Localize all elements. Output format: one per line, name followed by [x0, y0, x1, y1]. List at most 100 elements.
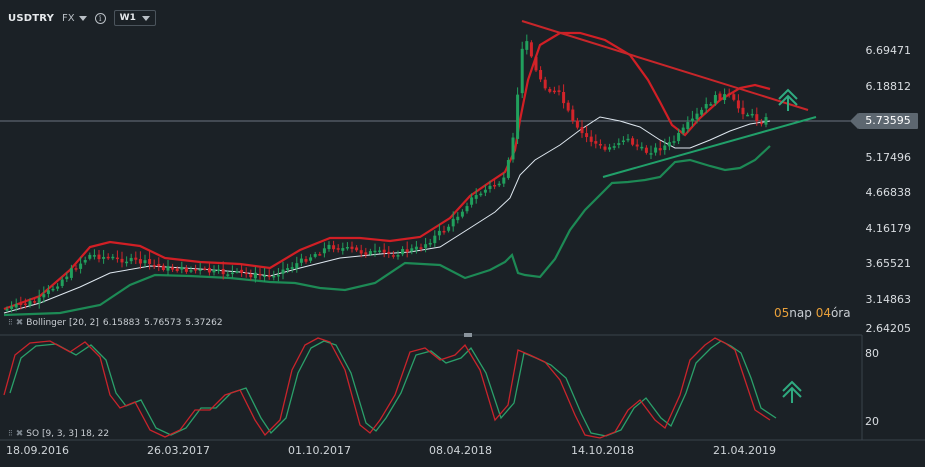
candle-body: [598, 144, 602, 146]
candle-body: [575, 120, 579, 128]
candle-body: [585, 133, 589, 138]
candle-body: [74, 268, 78, 270]
candle-body: [138, 259, 142, 264]
grid: [0, 120, 925, 441]
candle-body: [152, 265, 156, 267]
candle-body: [723, 94, 727, 101]
candle-body: [456, 216, 460, 221]
candle-body: [686, 122, 690, 130]
candle-body: [83, 259, 87, 263]
candle-body: [69, 268, 73, 278]
stochastic-d-line: [9, 340, 777, 437]
price-axis-label: 4.16179: [865, 222, 912, 235]
candle-body: [106, 256, 110, 259]
candle-body: [166, 266, 170, 271]
bollinger-legend: ⁝⁝ ✖ Bollinger [20, 2] 6.15883 5.76573 5…: [8, 318, 223, 328]
candle-body: [571, 109, 575, 122]
candle-body: [60, 279, 64, 286]
drag-handle-icon[interactable]: ⁝⁝: [8, 429, 13, 439]
candle-body: [534, 56, 538, 71]
price-axis-label: 2.64205: [865, 322, 912, 335]
candle-body: [695, 113, 699, 120]
candle-body: [184, 267, 188, 272]
candle-body: [129, 257, 133, 262]
candle-body: [313, 254, 317, 257]
stochastic-oscillator: [3, 337, 777, 439]
info-icon[interactable]: i: [94, 12, 106, 24]
stochastic-signal-arrow[interactable]: [782, 380, 802, 403]
candle-body: [189, 270, 193, 272]
candle-body: [286, 268, 290, 271]
candle-body: [470, 197, 474, 205]
up-arrow-icon: [778, 88, 798, 111]
bollinger-lower-band: [3, 145, 771, 317]
candle-body: [704, 104, 708, 109]
drag-handle-icon[interactable]: ⁝⁝: [8, 318, 13, 328]
candle-body: [437, 230, 441, 236]
candle-body: [525, 41, 529, 50]
bollinger-upper-value: 6.15883: [102, 318, 141, 328]
candle-body: [451, 218, 455, 227]
candle-body: [226, 274, 230, 276]
candle-body: [203, 268, 207, 270]
candle-body: [157, 264, 161, 267]
close-icon[interactable]: ✖: [15, 429, 23, 439]
date-axis-label: 18.09.2016: [6, 444, 69, 457]
candle-body: [295, 263, 299, 269]
stochastic-legend: ⁝⁝ ✖ SO [9, 3, 3] 18, 22: [8, 429, 109, 439]
candle-body: [19, 303, 23, 305]
countdown-hours: 04: [815, 306, 831, 320]
market-selector[interactable]: FX: [62, 13, 87, 24]
up-arrow-icon: [782, 380, 802, 403]
chart-toolbar: USDTRY FX i W1: [8, 9, 156, 27]
stochastic-k-line: [3, 337, 771, 439]
candle-body: [79, 263, 83, 269]
close-icon[interactable]: ✖: [15, 318, 23, 328]
candle-body: [194, 268, 198, 271]
candle-body: [345, 246, 349, 249]
timeframe-selector[interactable]: W1: [113, 10, 156, 26]
candle-body: [502, 177, 506, 184]
candle-body: [217, 269, 221, 271]
candle-body: [506, 160, 510, 178]
candle-body: [171, 267, 175, 270]
candle-body: [663, 145, 667, 151]
candle-body: [718, 93, 722, 100]
bollinger-lower-value: 5.37262: [185, 318, 223, 328]
price-signal-arrow[interactable]: [778, 88, 798, 111]
candle-body: [566, 102, 570, 111]
candle-body: [125, 261, 129, 264]
candle-body: [88, 254, 92, 259]
candle-body: [258, 273, 262, 276]
symbol-label[interactable]: USDTRY: [8, 12, 55, 24]
candle-body: [230, 272, 234, 275]
candle-body: [180, 266, 184, 270]
candle-body: [51, 288, 55, 291]
price-axis-label: 6.18812: [865, 80, 912, 93]
candle-body: [143, 260, 147, 264]
candle-body: [244, 272, 248, 275]
candle-body: [304, 259, 308, 262]
candle-body: [373, 250, 377, 253]
candle-body: [529, 42, 533, 57]
candle-body: [37, 297, 41, 304]
candle-body: [276, 275, 280, 277]
price-axis-label: 5.17496: [865, 151, 912, 164]
candle-body: [520, 48, 524, 94]
bollinger-middle-band: [3, 116, 771, 314]
candle-body: [759, 122, 763, 125]
candle-body: [318, 254, 322, 256]
candle-body: [612, 146, 616, 148]
candle-body: [460, 211, 464, 217]
candle-body: [322, 248, 326, 254]
candle-body: [428, 242, 432, 245]
candle-body: [442, 230, 446, 233]
candle-body: [92, 255, 96, 257]
candle-body: [56, 286, 60, 289]
candle-body: [548, 89, 552, 92]
candle-body: [212, 269, 216, 273]
candle-body: [290, 267, 294, 269]
candle-body: [336, 248, 340, 250]
candle-body: [391, 255, 395, 257]
